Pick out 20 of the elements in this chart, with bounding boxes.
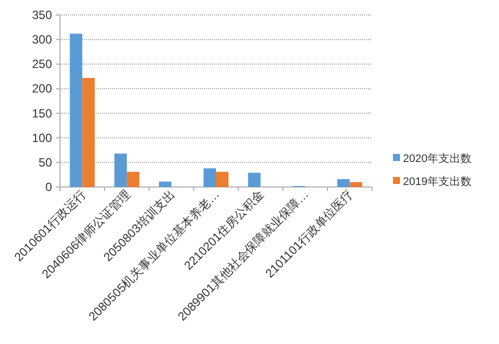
bar xyxy=(114,154,127,187)
y-tick-label: 300 xyxy=(32,32,52,47)
bar xyxy=(70,34,82,187)
bar xyxy=(158,182,172,187)
bar xyxy=(126,172,140,187)
legend-label: 2020年支出数 xyxy=(403,152,472,165)
bar xyxy=(350,182,362,187)
y-tick-label: 250 xyxy=(32,57,52,72)
y-tick-label: 350 xyxy=(32,8,52,22)
bar xyxy=(204,168,216,187)
y-tick-label: 0 xyxy=(45,180,52,194)
bar xyxy=(216,172,228,187)
bar xyxy=(337,179,350,187)
bar xyxy=(82,78,95,187)
y-tick-label: 50 xyxy=(38,155,52,170)
bar xyxy=(248,172,261,187)
legend-label: 2019年支出数 xyxy=(403,175,472,188)
y-tick-label: 200 xyxy=(32,82,52,96)
y-tick-label: 100 xyxy=(32,130,52,145)
y-tick-label: 150 xyxy=(32,106,52,120)
